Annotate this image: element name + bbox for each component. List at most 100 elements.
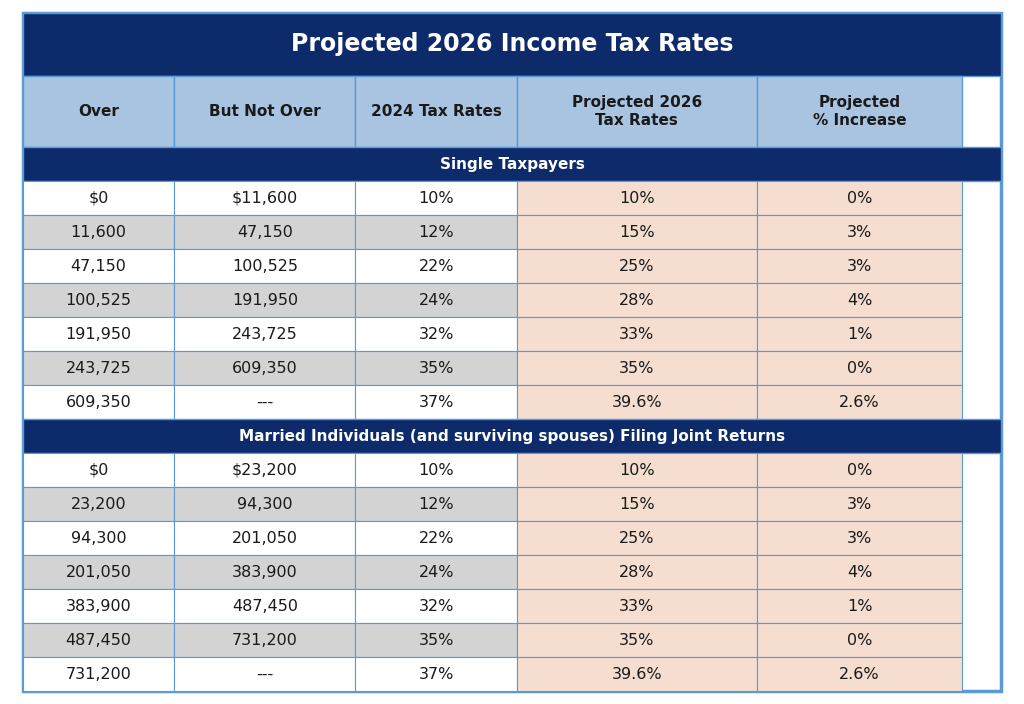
Text: 383,900: 383,900 — [232, 565, 298, 580]
Bar — [23, 283, 174, 318]
Text: 32%: 32% — [419, 599, 454, 614]
Text: But Not Over: But Not Over — [209, 104, 321, 119]
Text: 25%: 25% — [620, 258, 654, 274]
Bar — [757, 623, 963, 658]
Text: 37%: 37% — [419, 395, 454, 410]
Text: 0%: 0% — [847, 633, 872, 648]
Bar — [355, 215, 517, 249]
Bar — [23, 351, 174, 385]
Bar — [355, 453, 517, 487]
Text: 12%: 12% — [419, 497, 454, 512]
Text: 2024 Tax Rates: 2024 Tax Rates — [371, 104, 502, 119]
Bar — [517, 453, 757, 487]
Text: 4%: 4% — [847, 565, 872, 580]
Text: 35%: 35% — [620, 633, 654, 648]
Bar — [757, 555, 963, 589]
Bar — [757, 589, 963, 623]
Bar — [757, 283, 963, 318]
Bar — [757, 351, 963, 385]
Text: 94,300: 94,300 — [71, 531, 126, 546]
Text: 10%: 10% — [618, 191, 654, 206]
Bar — [174, 76, 355, 147]
Text: 47,150: 47,150 — [237, 225, 293, 239]
Text: 35%: 35% — [620, 360, 654, 376]
Bar — [355, 487, 517, 521]
Bar — [517, 385, 757, 420]
Text: 201,050: 201,050 — [66, 565, 131, 580]
Bar — [757, 521, 963, 555]
Text: 28%: 28% — [618, 293, 654, 308]
Text: 3%: 3% — [847, 497, 872, 512]
Bar — [23, 589, 174, 623]
Text: Projected
% Increase: Projected % Increase — [813, 95, 906, 128]
Text: 0%: 0% — [847, 360, 872, 376]
Text: 25%: 25% — [620, 531, 654, 546]
Bar — [355, 318, 517, 351]
Text: 12%: 12% — [419, 225, 454, 239]
Bar — [174, 658, 355, 691]
Bar — [23, 555, 174, 589]
Bar — [355, 555, 517, 589]
Bar — [517, 623, 757, 658]
Bar — [174, 589, 355, 623]
Bar — [23, 215, 174, 249]
Text: $0: $0 — [88, 463, 109, 478]
Text: 1%: 1% — [847, 599, 872, 614]
Text: 33%: 33% — [620, 327, 654, 341]
Text: 3%: 3% — [847, 225, 872, 239]
Text: 3%: 3% — [847, 258, 872, 274]
Bar — [517, 76, 757, 147]
Bar — [517, 487, 757, 521]
Bar — [355, 623, 517, 658]
Bar — [23, 147, 1001, 181]
Text: 0%: 0% — [847, 191, 872, 206]
Bar — [355, 181, 517, 215]
Text: 33%: 33% — [620, 599, 654, 614]
Bar — [517, 283, 757, 318]
Text: 609,350: 609,350 — [232, 360, 298, 376]
Text: 47,150: 47,150 — [71, 258, 126, 274]
Bar — [517, 658, 757, 691]
Bar — [517, 318, 757, 351]
Bar — [174, 385, 355, 420]
Text: 3%: 3% — [847, 531, 872, 546]
Text: 10%: 10% — [618, 463, 654, 478]
Bar — [757, 181, 963, 215]
Text: 731,200: 731,200 — [231, 633, 298, 648]
Bar — [757, 453, 963, 487]
Bar — [23, 420, 1001, 453]
Bar — [174, 249, 355, 283]
Text: 487,450: 487,450 — [66, 633, 131, 648]
Text: 37%: 37% — [419, 667, 454, 681]
Text: ---: --- — [256, 395, 273, 410]
Bar — [757, 658, 963, 691]
Text: 39.6%: 39.6% — [611, 667, 663, 681]
Text: 22%: 22% — [419, 258, 454, 274]
Bar — [757, 318, 963, 351]
Text: Single Taxpayers: Single Taxpayers — [439, 157, 585, 172]
Text: 383,900: 383,900 — [66, 599, 131, 614]
Text: 731,200: 731,200 — [66, 667, 131, 681]
Text: 28%: 28% — [618, 565, 654, 580]
Bar — [23, 13, 1001, 76]
Text: 100,525: 100,525 — [231, 258, 298, 274]
Text: 4%: 4% — [847, 293, 872, 308]
Text: 2.6%: 2.6% — [840, 395, 880, 410]
Text: 243,725: 243,725 — [232, 327, 298, 341]
Text: 15%: 15% — [618, 497, 654, 512]
Bar — [757, 76, 963, 147]
Text: 15%: 15% — [618, 225, 654, 239]
Bar — [23, 453, 174, 487]
Bar — [355, 283, 517, 318]
Text: $11,600: $11,600 — [231, 191, 298, 206]
Bar — [174, 555, 355, 589]
Text: 94,300: 94,300 — [237, 497, 293, 512]
Text: 609,350: 609,350 — [66, 395, 131, 410]
Text: 487,450: 487,450 — [231, 599, 298, 614]
Bar — [757, 249, 963, 283]
Text: 191,950: 191,950 — [66, 327, 131, 341]
Text: 201,050: 201,050 — [231, 531, 298, 546]
Text: 32%: 32% — [419, 327, 454, 341]
Text: ---: --- — [256, 667, 273, 681]
Text: 100,525: 100,525 — [66, 293, 131, 308]
